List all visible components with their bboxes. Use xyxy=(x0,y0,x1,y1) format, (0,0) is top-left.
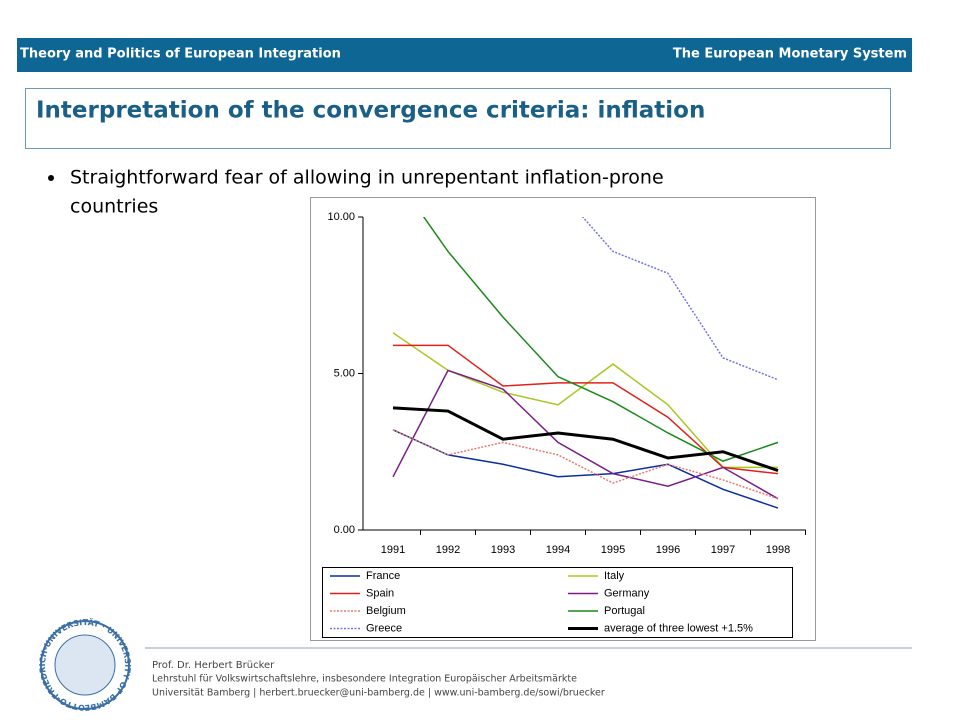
series-line xyxy=(392,406,779,472)
series-line xyxy=(422,217,779,462)
footer-name: Prof. Dr. Herbert Brücker xyxy=(152,660,275,671)
legend-label: Greece xyxy=(366,622,402,634)
series-line xyxy=(581,217,779,381)
series-line xyxy=(392,369,779,500)
logo-seal xyxy=(54,634,116,696)
bullet-text: countries xyxy=(70,196,158,218)
logo-ring xyxy=(40,620,130,710)
legend-label: Belgium xyxy=(366,605,406,617)
x-tick-label: 1993 xyxy=(491,544,515,556)
footer-line: Universität Bamberg | herbert.bruecker@u… xyxy=(152,688,605,699)
legend-label: Spain xyxy=(366,587,394,599)
header-bar xyxy=(17,38,912,72)
x-tick-label: 1996 xyxy=(656,544,680,556)
x-tick-label: 1997 xyxy=(711,544,735,556)
legend-label: France xyxy=(366,570,400,582)
chart-frame xyxy=(310,197,816,641)
y-tick-label: 5.00 xyxy=(334,367,355,379)
plot-area xyxy=(392,217,779,509)
x-tick-label: 1992 xyxy=(436,544,460,556)
series-line xyxy=(392,429,779,509)
y-tick-label: 10.00 xyxy=(327,211,355,223)
series-line xyxy=(393,344,779,475)
header-right: The European Monetary System xyxy=(673,47,907,62)
x-tick-label: 1991 xyxy=(381,544,405,556)
footer-line: Lehrstuhl für Volkswirtschaftslehre, ins… xyxy=(152,674,577,685)
x-tick-label: 1994 xyxy=(546,544,570,556)
legend-label: Portugal xyxy=(604,605,645,617)
legend-label: Germany xyxy=(604,587,650,599)
bullet-dot xyxy=(48,175,54,181)
bullet-text: Straightforward fear of allowing in unre… xyxy=(70,167,664,189)
legend-label: average of three lowest +1.5% xyxy=(604,622,753,634)
series-line xyxy=(392,429,779,500)
chart: 0.00 5.00 10.00 1991 1992 1993 1994 1995 1996 199… xyxy=(327,211,806,634)
slide-title: Interpretation of the convergence criter… xyxy=(36,98,705,124)
title-box xyxy=(25,88,891,149)
legend-box xyxy=(322,567,793,638)
legend-label: Italy xyxy=(604,570,625,582)
x-tick-label: 1998 xyxy=(766,544,790,556)
y-tick-label: 0.00 xyxy=(334,524,355,536)
x-tick-label: 1995 xyxy=(601,544,625,556)
header-left: Theory and Politics of European Integrat… xyxy=(20,47,341,62)
